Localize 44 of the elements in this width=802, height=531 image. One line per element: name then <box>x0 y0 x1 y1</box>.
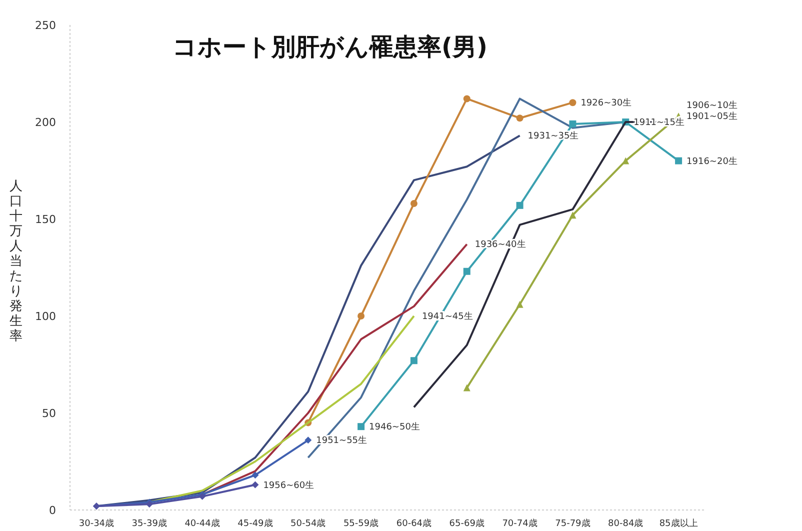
chart-title: コホート別肝がん罹患率(男) <box>172 33 488 61</box>
point <box>569 120 576 128</box>
point <box>358 423 365 430</box>
x-tick-label: 55-59歳 <box>343 518 379 529</box>
x-tick-label: 70-74歳 <box>502 518 538 529</box>
annotation: 1901~05生 <box>686 111 738 122</box>
x-tick-label: 35-39歳 <box>132 518 167 529</box>
y-tick-label: 0 <box>49 504 56 517</box>
annotation: 1946~50生 <box>369 422 420 433</box>
point <box>516 300 524 308</box>
y-tick-label: 100 <box>35 310 56 323</box>
annotation: 1906~10生 <box>686 100 738 112</box>
x-tick-label: 85歳以上 <box>659 518 698 529</box>
point <box>516 114 524 122</box>
point <box>252 481 259 488</box>
point <box>622 157 630 164</box>
annotation: 1926~30生 <box>580 98 632 109</box>
x-tick-label: 30-34歳 <box>78 518 114 529</box>
point <box>410 357 418 364</box>
point <box>463 268 470 275</box>
point <box>304 436 312 444</box>
x-tick-label: 65-69歳 <box>449 518 484 529</box>
point <box>252 472 259 479</box>
text: 人口十万人当たり発生率 <box>10 179 22 344</box>
point <box>516 202 524 209</box>
point <box>569 99 576 106</box>
point <box>358 312 365 320</box>
point <box>569 212 576 219</box>
y-tick-label: 250 <box>35 19 56 32</box>
y-tick-label: 200 <box>35 116 56 129</box>
x-tick-label: 40-44歳 <box>184 518 220 529</box>
point <box>463 384 470 392</box>
y-tick-label: 150 <box>35 213 56 226</box>
y-tick-label: 50 <box>42 407 56 420</box>
annotation: 1956~60生 <box>263 480 314 491</box>
x-tick-label: 45-49歳 <box>238 518 273 529</box>
x-tick-label: 80-84歳 <box>608 518 644 529</box>
annotation: 1916~20生 <box>686 156 738 167</box>
x-tick-label: 50-54歳 <box>290 518 326 529</box>
point <box>463 95 470 102</box>
point <box>675 157 682 164</box>
x-tick-label: 75-79歳 <box>555 518 590 529</box>
x-tick-label: 60-64歳 <box>396 518 432 529</box>
point <box>410 200 418 207</box>
